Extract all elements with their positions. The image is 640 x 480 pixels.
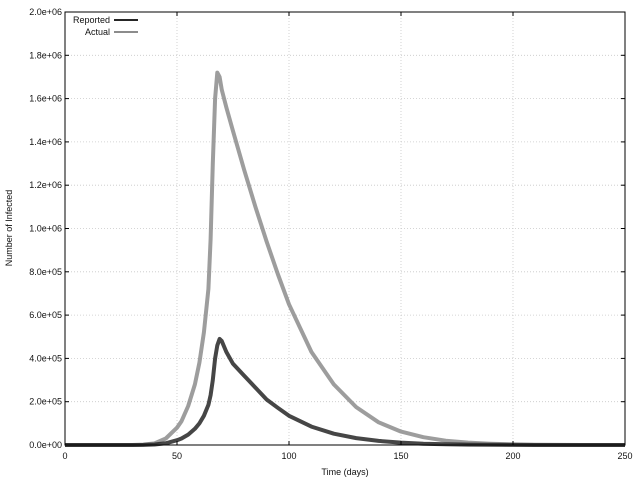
x-tick-label: 150 (393, 451, 408, 461)
y-tick-label: 6.0e+05 (29, 310, 62, 320)
y-axis-title: Number of Infected (4, 190, 14, 267)
y-tick-label: 1.8e+06 (29, 50, 62, 60)
x-tick-label: 200 (505, 451, 520, 461)
ticks (64, 11, 626, 446)
x-tick-label: 50 (172, 451, 182, 461)
x-axis-title: Time (days) (321, 467, 368, 477)
y-tick-label: 1.2e+06 (29, 180, 62, 190)
y-tick-label: 2.0e+05 (29, 397, 62, 407)
y-tick-label: 4.0e+05 (29, 353, 62, 363)
y-tick-label: 1.0e+06 (29, 224, 62, 234)
plot-lines (65, 70, 625, 447)
series-reported-line (65, 336, 625, 447)
y-tick-label: 1.4e+06 (29, 137, 62, 147)
legend: Reported Actual (73, 15, 138, 37)
y-tick-label: 1.6e+06 (29, 94, 62, 104)
x-tick-label: 0 (62, 451, 67, 461)
x-tick-label: 100 (281, 451, 296, 461)
series-actual-line (65, 70, 625, 447)
x-tick-label: 250 (617, 451, 632, 461)
y-tick-label: 2.0e+06 (29, 7, 62, 17)
y-tick-label: 8.0e+05 (29, 267, 62, 277)
y-tick-label: 0.0e+00 (29, 440, 62, 450)
legend-label-actual: Actual (85, 27, 110, 37)
x-tick-labels: 0 50 100 150 200 250 (62, 451, 632, 461)
y-tick-labels: 0.0e+00 2.0e+05 4.0e+05 6.0e+05 8.0e+05 1.0e+… (29, 7, 62, 450)
grid (65, 12, 625, 445)
legend-label-reported: Reported (73, 15, 110, 25)
